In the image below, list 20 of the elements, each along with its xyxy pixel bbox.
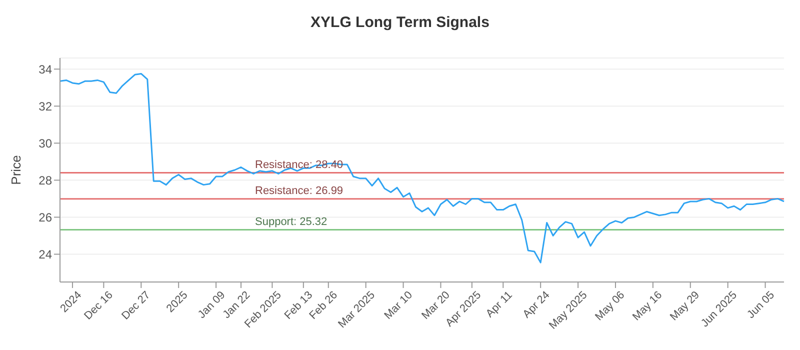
y-tick-label: 24 (38, 247, 52, 262)
line-series (59, 72, 785, 264)
x-tick-label: May 29 (668, 289, 702, 324)
ref-line-label: Resistance: 26.99 (255, 184, 344, 197)
y-tick-label: 34 (38, 62, 52, 76)
x-tick-label: Jun 05 (745, 289, 777, 321)
x-tick-label: Apr 24 (520, 289, 552, 321)
x-tick-label: Dec 27 (120, 289, 153, 322)
x-tick-label: Apr 11 (484, 289, 515, 320)
x-tick-label: Dec 16 (82, 289, 116, 322)
chart-title: XYLG Long Term Signals (310, 13, 490, 33)
y-tick-label: 26 (38, 210, 52, 224)
x-tick-label: May 06 (593, 289, 628, 324)
y-tick-label: 28 (38, 173, 52, 188)
y-axis-title: Price (8, 155, 24, 185)
x-tick-label: Mar 10 (382, 289, 415, 322)
x-tick-label: May 16 (630, 289, 665, 324)
ref-line-label: Support: 25.32 (255, 216, 328, 228)
y-tick-label: 32 (38, 99, 52, 114)
y-tick-label: 30 (38, 136, 52, 150)
